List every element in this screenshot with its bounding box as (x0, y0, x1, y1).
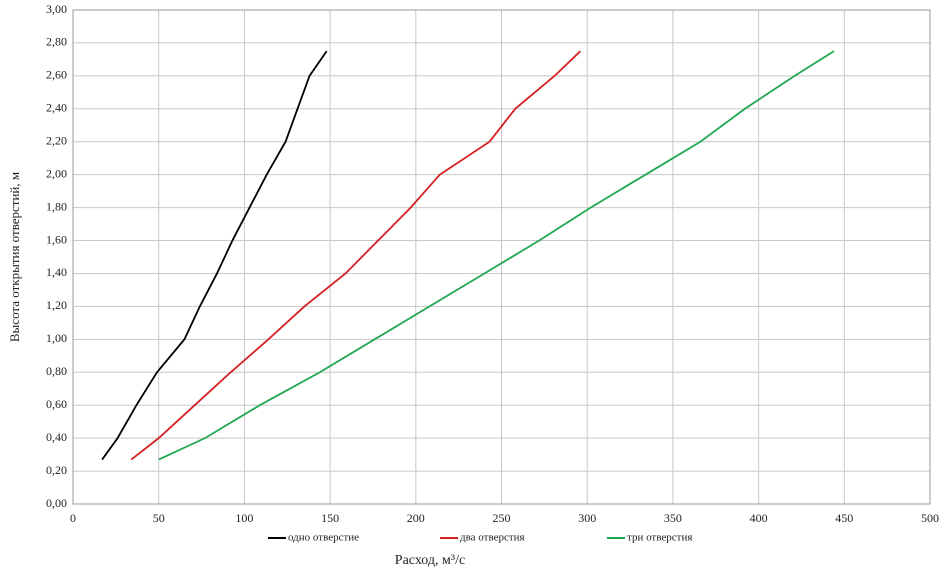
y-tick-label: 0,00 (46, 496, 67, 510)
y-tick-label: 0,40 (46, 430, 67, 444)
plot-frame (72, 9, 931, 505)
series-line (130, 50, 581, 461)
y-tick-label: 3,00 (46, 2, 67, 16)
y-tick-label: 1,20 (46, 298, 67, 312)
y-tick-label: 1,80 (46, 199, 67, 213)
y-tick-label: 0,60 (46, 397, 67, 411)
x-tick-label: 350 (664, 511, 682, 525)
legend-label: два отверстия (460, 532, 525, 544)
y-tick-label: 0,80 (46, 364, 67, 378)
x-tick-label: 0 (70, 511, 76, 525)
y-tick-label: 2,80 (46, 35, 67, 49)
x-tick-label: 500 (921, 511, 939, 525)
y-tick-label: 1,60 (46, 232, 67, 246)
y-tick-label: 1,40 (46, 265, 67, 279)
x-tick-label: 200 (407, 511, 425, 525)
x-tick-label: 400 (750, 511, 768, 525)
series-line (158, 50, 835, 461)
x-tick-label: 100 (235, 511, 253, 525)
y-axis-label: Высота открытия отверстий, м (7, 172, 22, 342)
y-tick-label: 2,20 (46, 133, 67, 147)
y-tick-label: 2,40 (46, 101, 67, 115)
x-tick-label: 150 (321, 511, 339, 525)
x-tick-label: 300 (578, 511, 596, 525)
y-tick-label: 0,20 (46, 463, 67, 477)
series-line (101, 50, 328, 461)
y-tick-label: 2,60 (46, 68, 67, 82)
y-tick-label: 2,00 (46, 166, 67, 180)
x-tick-label: 450 (835, 511, 853, 525)
legend-label: одно отверстие (288, 532, 359, 544)
legend-label: три отверстия (627, 532, 692, 544)
x-tick-label: 250 (493, 511, 511, 525)
x-tick-label: 50 (153, 511, 165, 525)
y-tick-label: 1,00 (46, 331, 67, 345)
x-axis-label: Расход, м³/с (395, 553, 465, 568)
